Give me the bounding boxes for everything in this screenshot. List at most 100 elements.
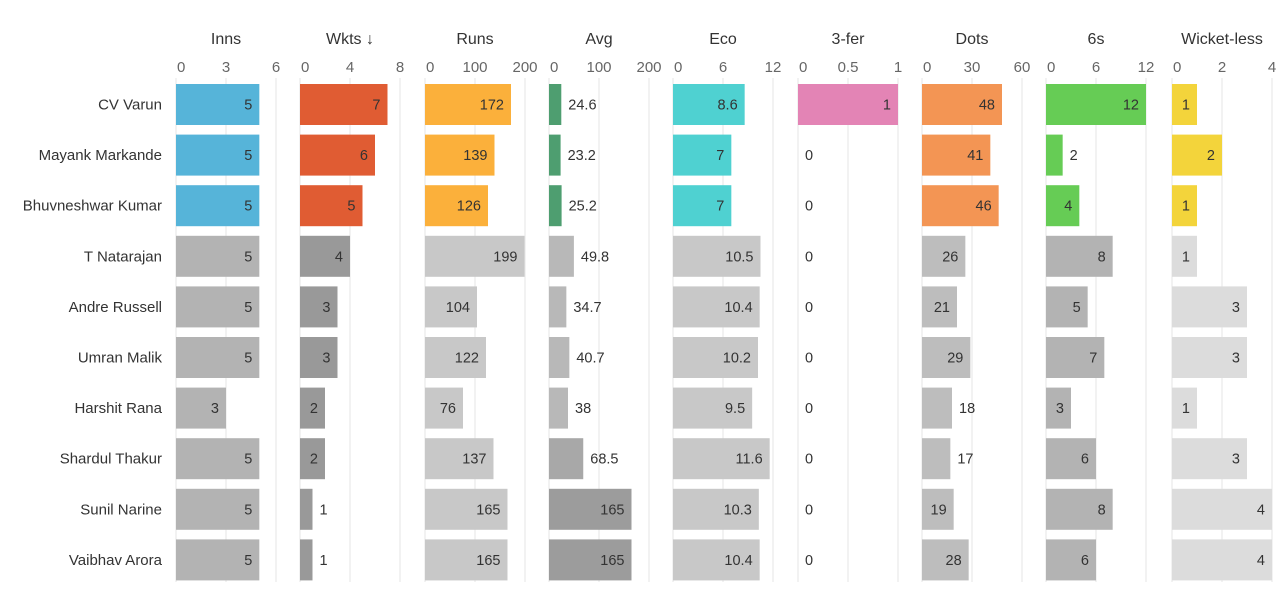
data-label: 139 bbox=[463, 148, 487, 164]
data-label: 21 bbox=[934, 300, 950, 316]
data-label: 5 bbox=[244, 148, 252, 164]
row-label: Mayank Markande bbox=[39, 147, 162, 164]
bar bbox=[300, 438, 325, 480]
row-label: T Natarajan bbox=[84, 248, 162, 265]
data-label: 68.5 bbox=[590, 452, 618, 468]
data-label: 5 bbox=[244, 249, 252, 265]
bar bbox=[300, 185, 363, 227]
tick-label: 100 bbox=[462, 59, 487, 76]
data-label: 5 bbox=[244, 502, 252, 518]
data-label: 1 bbox=[1182, 98, 1190, 114]
data-label: 7 bbox=[716, 199, 724, 215]
bar bbox=[176, 539, 260, 581]
data-label: 3 bbox=[322, 351, 330, 367]
data-label: 2 bbox=[310, 452, 318, 468]
column-header-avg: Avg bbox=[585, 31, 612, 48]
data-label: 5 bbox=[244, 452, 252, 468]
bar bbox=[922, 387, 952, 429]
bar bbox=[922, 539, 969, 581]
bar bbox=[425, 185, 488, 227]
data-label: 165 bbox=[600, 553, 624, 569]
data-label: 10.2 bbox=[723, 351, 751, 367]
data-label: 6 bbox=[1081, 452, 1089, 468]
bar bbox=[1046, 286, 1088, 328]
bar bbox=[1046, 387, 1071, 429]
data-label: 3 bbox=[1056, 401, 1064, 417]
data-label: 126 bbox=[457, 199, 481, 215]
bar bbox=[300, 286, 338, 328]
bar bbox=[425, 438, 494, 480]
data-label: 7 bbox=[372, 98, 380, 114]
bar bbox=[1046, 185, 1080, 227]
column-header-wicketless: Wicket-less bbox=[1181, 31, 1263, 48]
bar bbox=[425, 235, 525, 277]
data-label: 8 bbox=[1098, 249, 1106, 265]
bar bbox=[922, 134, 991, 176]
data-label: 11.6 bbox=[736, 452, 763, 468]
data-label: 41 bbox=[967, 148, 983, 164]
data-label: 3 bbox=[211, 401, 219, 417]
tick-label: 2 bbox=[1218, 59, 1226, 76]
data-label: 6 bbox=[1081, 553, 1089, 569]
bar bbox=[300, 134, 375, 176]
bar bbox=[673, 539, 760, 581]
data-label: 5 bbox=[1073, 300, 1081, 316]
bar bbox=[673, 387, 753, 429]
bar bbox=[300, 539, 313, 581]
tick-label: 0 bbox=[923, 59, 931, 76]
bar bbox=[673, 438, 770, 480]
bar bbox=[549, 337, 570, 378]
bar bbox=[425, 134, 495, 176]
data-label: 12 bbox=[1123, 98, 1139, 114]
data-label: 165 bbox=[476, 553, 500, 569]
bar bbox=[549, 185, 562, 227]
bar bbox=[425, 387, 463, 429]
bar bbox=[425, 539, 508, 581]
column-header-eco: Eco bbox=[709, 31, 737, 48]
bar bbox=[673, 235, 761, 277]
tick-label: 0 bbox=[426, 59, 434, 76]
bar bbox=[798, 84, 898, 125]
data-label: 5 bbox=[244, 199, 252, 215]
bar bbox=[1046, 337, 1105, 378]
data-label: 2 bbox=[1207, 148, 1215, 164]
data-label: 165 bbox=[600, 502, 624, 518]
bar bbox=[300, 488, 313, 530]
bar bbox=[549, 286, 567, 328]
bar bbox=[1172, 488, 1272, 530]
data-label: 2 bbox=[1070, 148, 1078, 164]
bar bbox=[176, 438, 260, 480]
column-header-dots: Dots bbox=[956, 31, 989, 48]
tick-label: 1 bbox=[894, 59, 902, 76]
bar bbox=[300, 337, 338, 378]
data-label: 4 bbox=[1257, 502, 1265, 518]
tick-label: 0 bbox=[1173, 59, 1181, 76]
data-label: 9.5 bbox=[725, 401, 745, 417]
bar bbox=[673, 337, 758, 378]
bar bbox=[1172, 134, 1222, 176]
data-label: 0 bbox=[805, 300, 813, 316]
data-label: 1 bbox=[1182, 199, 1190, 215]
bar bbox=[922, 235, 966, 277]
data-label: 4 bbox=[335, 249, 343, 265]
bar bbox=[922, 337, 971, 378]
data-label: 40.7 bbox=[576, 351, 604, 367]
bar bbox=[1172, 185, 1197, 227]
bar bbox=[1046, 235, 1113, 277]
data-label: 10.3 bbox=[724, 502, 752, 518]
data-label: 10.4 bbox=[724, 300, 752, 316]
tick-label: 8 bbox=[396, 59, 404, 76]
data-label: 199 bbox=[493, 249, 517, 265]
row-label: CV Varun bbox=[98, 97, 162, 114]
tick-label: 100 bbox=[586, 59, 611, 76]
data-label: 3 bbox=[1232, 351, 1240, 367]
tick-label: 0 bbox=[177, 59, 185, 76]
bar bbox=[1172, 286, 1247, 328]
data-label: 172 bbox=[480, 98, 504, 114]
data-label: 0 bbox=[805, 452, 813, 468]
bar bbox=[922, 286, 957, 328]
bar bbox=[549, 387, 568, 429]
data-label: 3 bbox=[1232, 452, 1240, 468]
bar bbox=[549, 84, 562, 125]
data-label: 2 bbox=[310, 401, 318, 417]
